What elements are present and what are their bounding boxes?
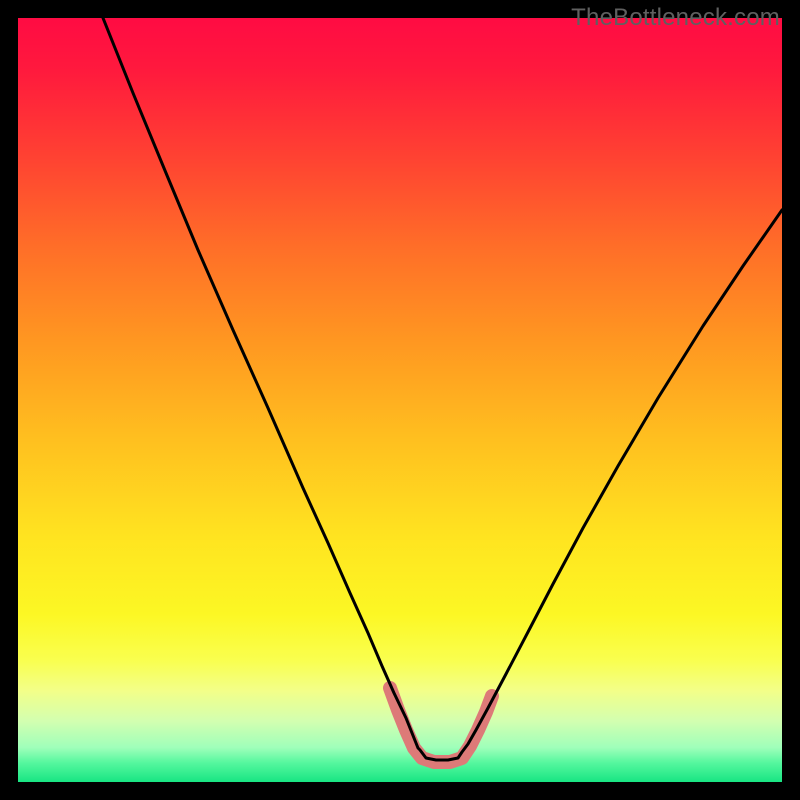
watermark-text: TheBottleneck.com (571, 4, 780, 32)
plot-area (18, 18, 782, 782)
bottleneck-curve (103, 18, 782, 760)
chart-svg (18, 18, 782, 782)
bottleneck-marker (390, 688, 492, 762)
